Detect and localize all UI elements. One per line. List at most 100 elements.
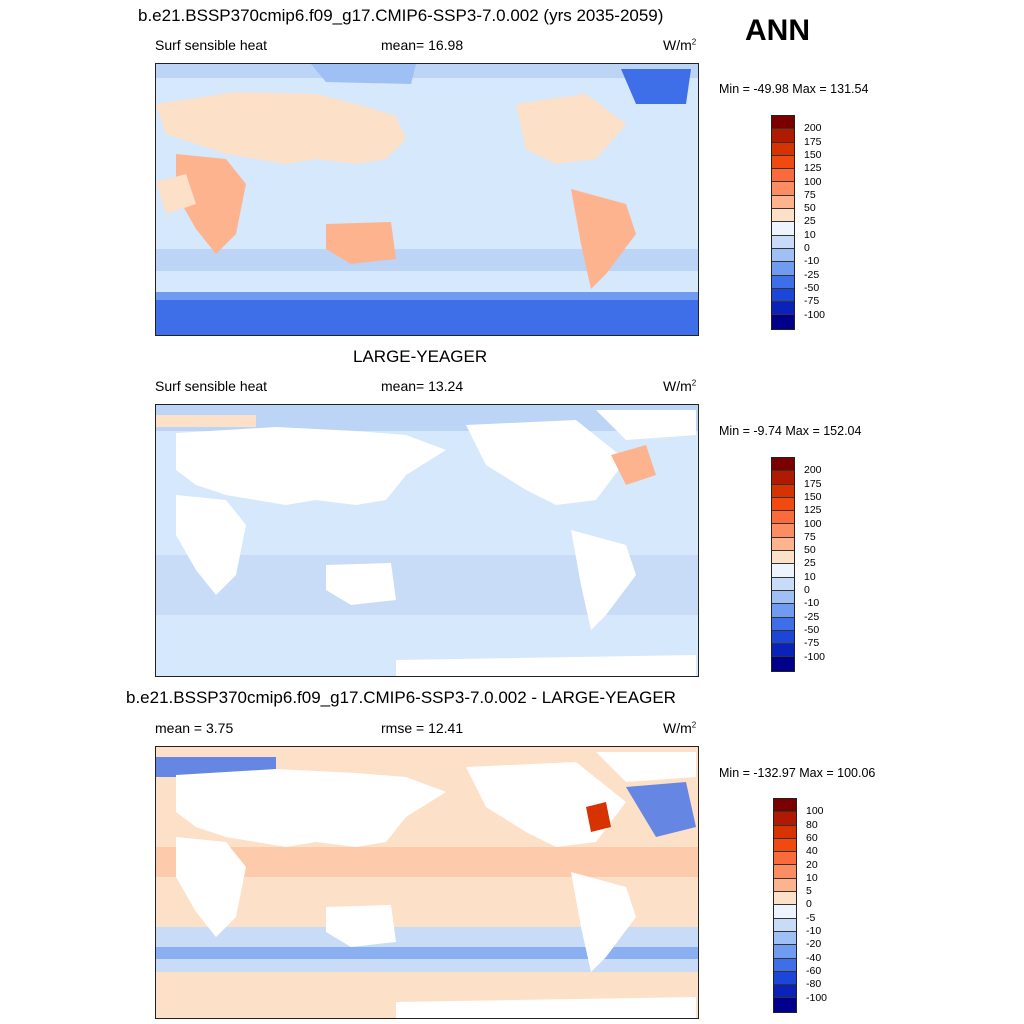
colorbar-swatch	[774, 892, 796, 906]
colorbar-tick-label: -25	[804, 610, 820, 623]
colorbar-swatch	[774, 971, 796, 986]
colorbar-tick-label: -10	[806, 925, 822, 937]
panel3-units: W/m2	[663, 720, 697, 736]
colorbar-tick-label: 60	[806, 831, 818, 844]
colorbar-swatch	[772, 302, 794, 316]
colorbar-swatch	[772, 116, 794, 130]
panel2-variable-label: Surf sensible heat	[155, 378, 268, 394]
colorbar-tick-label: -50	[804, 281, 820, 294]
figure-title: b.e21.BSSP370cmip6.f09_g17.CMIP6-SSP3-7.…	[138, 6, 664, 25]
colorbar-swatch	[772, 537, 794, 552]
panel2-minmax: Min = -9.74 Max = 152.04	[719, 424, 862, 438]
colorbar-tick-label: 150	[804, 148, 822, 161]
colorbar-swatch	[774, 838, 796, 853]
colorbar-tick-label: 0	[806, 898, 812, 911]
panel1-units: W/m2	[663, 37, 697, 53]
colorbar-swatch	[772, 497, 794, 512]
colorbar-swatch	[772, 630, 794, 645]
colorbar-swatch	[772, 248, 794, 263]
colorbar-swatch	[772, 484, 794, 498]
colorbar-swatch	[772, 590, 794, 605]
colorbar-swatch	[774, 812, 796, 826]
colorbar-swatch	[774, 865, 796, 879]
colorbar-tick-label: 200	[804, 122, 822, 135]
colorbar-tick-label: 10	[804, 228, 816, 241]
colorbar-tick-label: -75	[804, 295, 820, 308]
colorbar-swatch	[772, 524, 794, 538]
colorbar-tick-label: 100	[806, 805, 824, 818]
colorbar-swatch	[774, 918, 796, 932]
colorbar-tick-label: -50	[804, 623, 820, 636]
panel1-colorbar	[771, 115, 795, 330]
colorbar-tick-label: 10	[804, 570, 816, 583]
colorbar-tick-label: 25	[804, 215, 816, 228]
colorbar-tick-label: -100	[804, 650, 826, 663]
panel1-minmax: Min = -49.98 Max = 131.54	[719, 82, 869, 96]
colorbar-tick-label: -100	[806, 991, 828, 1004]
colorbar-swatch	[772, 511, 794, 525]
colorbar-tick-label: -60	[806, 964, 822, 977]
panel3-title: b.e21.BSSP370cmip6.f09_g17.CMIP6-SSP3-7.…	[126, 688, 676, 707]
panel3-rmse-label: rmse = 12.41	[381, 720, 464, 736]
colorbar-tick-label: -10	[804, 597, 820, 610]
colorbar-tick-label: -10	[804, 255, 820, 268]
colorbar-swatch	[772, 209, 794, 223]
colorbar-swatch	[774, 998, 796, 1012]
colorbar-tick-label: 50	[804, 202, 816, 215]
colorbar-tick-label: 0	[804, 584, 810, 596]
panel1-map-svg	[156, 64, 698, 335]
colorbar-swatch	[774, 878, 796, 893]
colorbar-tick-label: -100	[804, 308, 826, 321]
colorbar-swatch	[774, 945, 796, 959]
colorbar-tick-label: 10	[806, 871, 818, 884]
colorbar-swatch	[772, 551, 794, 565]
colorbar-tick-label: -80	[806, 978, 822, 991]
panel1-mean-label: mean= 16.98	[381, 37, 464, 53]
panel2-units: W/m2	[663, 378, 697, 394]
colorbar-swatch	[772, 222, 794, 236]
colorbar-swatch	[772, 604, 794, 618]
colorbar-swatch	[772, 644, 794, 658]
panel1-variable-label: Surf sensible heat	[155, 37, 268, 53]
colorbar-swatch	[774, 958, 796, 972]
colorbar-swatch	[772, 657, 794, 671]
colorbar-swatch	[774, 852, 796, 866]
colorbar-tick-label: 75	[804, 530, 816, 543]
colorbar-swatch	[774, 931, 796, 946]
colorbar-swatch	[772, 169, 794, 183]
colorbar-swatch	[772, 617, 794, 631]
colorbar-swatch	[774, 905, 796, 919]
panel3-minmax: Min = -132.97 Max = 100.06	[719, 766, 876, 780]
colorbar-tick-label: 125	[804, 162, 822, 175]
colorbar-tick-label: 125	[804, 504, 822, 517]
colorbar-swatch	[772, 235, 794, 249]
season-label: ANN	[745, 14, 810, 47]
panel3-colorbar	[773, 798, 797, 1013]
colorbar-swatch	[772, 182, 794, 196]
colorbar-swatch	[772, 155, 794, 170]
colorbar-tick-label: 200	[804, 464, 822, 477]
panel2-colorbar	[771, 457, 795, 672]
colorbar-tick-label: -40	[806, 951, 822, 964]
colorbar-tick-label: 5	[806, 885, 812, 898]
colorbar-swatch	[774, 825, 796, 839]
colorbar-swatch	[772, 262, 794, 276]
colorbar-tick-label: 100	[804, 517, 822, 530]
colorbar-swatch	[772, 471, 794, 485]
colorbar-swatch	[774, 985, 796, 999]
panel2-map	[155, 404, 699, 677]
colorbar-tick-label: 175	[804, 135, 822, 148]
colorbar-swatch	[772, 564, 794, 578]
colorbar-swatch	[772, 129, 794, 143]
colorbar-tick-label: 25	[804, 557, 816, 570]
colorbar-tick-label: 150	[804, 490, 822, 503]
panel2-map-svg	[156, 405, 698, 676]
colorbar-tick-label: 0	[804, 242, 810, 254]
colorbar-tick-label: -5	[806, 911, 816, 924]
colorbar-tick-label: -25	[804, 268, 820, 281]
panel3-map	[155, 746, 699, 1019]
colorbar-swatch	[772, 142, 794, 156]
colorbar-swatch	[772, 275, 794, 289]
colorbar-tick-label: 175	[804, 477, 822, 490]
colorbar-tick-label: 100	[804, 175, 822, 188]
